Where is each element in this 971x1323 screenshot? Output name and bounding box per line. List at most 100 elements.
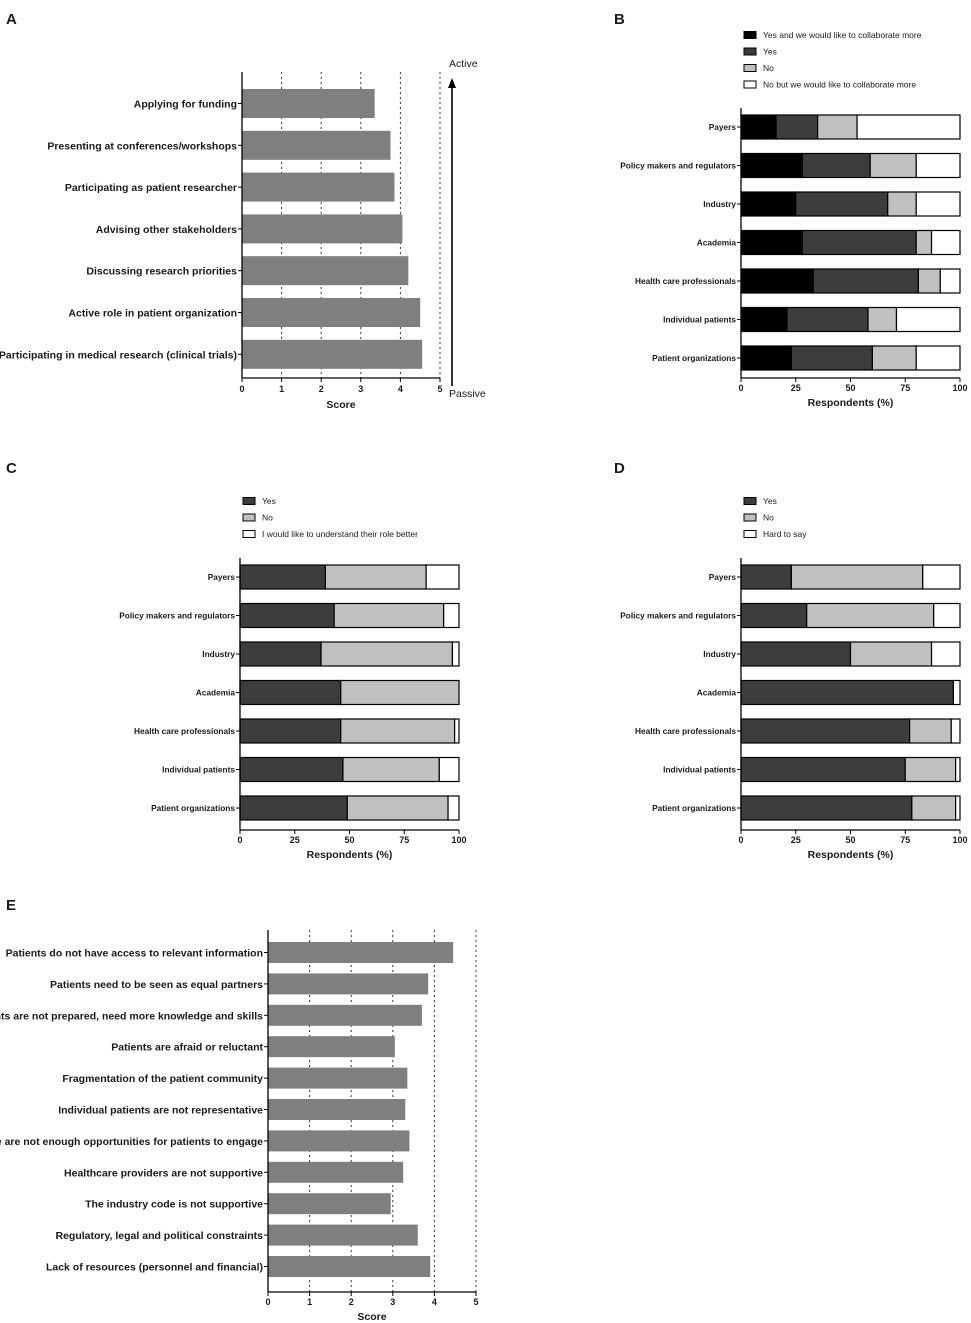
bar-segment [817, 114, 858, 140]
bar-segment [775, 114, 819, 140]
x-axis-label: Score [326, 399, 355, 411]
bar-segment [340, 718, 456, 744]
bar-segment [812, 268, 919, 294]
x-tick-label: 100 [952, 383, 967, 393]
bar-segment [740, 114, 777, 140]
bar [242, 298, 421, 327]
bar-segment [904, 756, 957, 783]
bar [268, 1161, 404, 1183]
bar-segment [955, 756, 961, 783]
panel-letter: A [6, 11, 17, 28]
x-tick-label: 3 [390, 1297, 395, 1307]
category-label: Individual patients [663, 315, 736, 325]
bar-segment [740, 191, 797, 217]
bar-segment [740, 718, 911, 744]
category-label: Patients are afraid or reluctant [111, 1042, 263, 1054]
bar [268, 1193, 391, 1215]
legend-label: Yes [262, 496, 276, 506]
x-tick-label: 25 [290, 835, 300, 845]
bar-segment [438, 756, 460, 783]
bar-segment [740, 795, 913, 821]
legend-label: No [763, 63, 774, 73]
bar-segment [740, 756, 906, 783]
x-tick-label: 0 [237, 835, 242, 845]
legend-label: Yes [763, 496, 777, 506]
bar-segment [933, 602, 961, 629]
bar-segment [801, 152, 871, 179]
panel-e: E Patients do not have access to relevant… [0, 897, 479, 1323]
x-tick-label: 0 [738, 383, 743, 393]
category-label: Lack of resources (personnel and financi… [46, 1262, 263, 1274]
bar-segment [740, 268, 814, 294]
x-tick-label: 50 [845, 835, 855, 845]
bar-segment [740, 306, 788, 333]
category-label: Patient organizations [151, 803, 235, 813]
bar [268, 1099, 406, 1120]
bar-segment [915, 152, 961, 179]
category-label: Discussing research priorities [86, 266, 237, 278]
legend-swatch [242, 513, 256, 522]
bar [268, 973, 429, 995]
category-label: Healthcare providers are not supportive [64, 1167, 263, 1179]
bar-segment [324, 564, 427, 590]
category-label: Applying for funding [134, 99, 237, 111]
bar-segment [447, 795, 460, 821]
x-tick-label: 2 [349, 1297, 354, 1307]
bar-segment [922, 564, 961, 590]
legend-label: No [763, 513, 774, 523]
bar [242, 130, 391, 160]
category-label: Payers [208, 572, 236, 582]
category-label: Patient organizations [652, 353, 736, 363]
panel-d: D Yes No Hard to say Payers Policy makers and… [614, 460, 968, 861]
x-tick-label: 100 [952, 835, 967, 845]
x-axis-label: Respondents (%) [808, 397, 894, 409]
x-tick-label: 4 [398, 384, 403, 394]
bar-segment [239, 641, 322, 667]
category-label: Patients are not prepared, need more kno… [0, 1010, 263, 1022]
bar [268, 1256, 431, 1277]
legend-swatch [242, 497, 256, 505]
x-tick-label: 1 [279, 384, 284, 394]
x-tick-label: 3 [358, 384, 363, 394]
bar-segment [740, 641, 852, 667]
category-label: Academia [196, 688, 236, 698]
bar-segment [856, 114, 961, 140]
bar-segment [786, 306, 869, 333]
bar-segment [849, 641, 933, 667]
bar [268, 1004, 422, 1026]
bar-segment [917, 268, 941, 294]
bar [242, 339, 423, 369]
bar [268, 1067, 408, 1089]
category-label: Patient organizations [652, 803, 736, 813]
bar-segment [239, 718, 342, 744]
bar-segment [795, 191, 889, 217]
legend-swatch [743, 47, 757, 56]
category-label: Participating as patient researcher [65, 182, 237, 194]
x-tick-label: 50 [845, 383, 855, 393]
bar-segment [871, 345, 917, 371]
bar-segment [454, 718, 460, 744]
bar [268, 1036, 395, 1058]
category-label: Payers [709, 572, 737, 582]
x-tick-label: 75 [399, 835, 409, 845]
bar-segment [740, 679, 955, 706]
bar-segment [950, 718, 961, 744]
category-label: Academia [697, 688, 737, 698]
bar-segment [239, 795, 348, 821]
x-axis-label: Respondents (%) [808, 849, 894, 861]
bar-segment [320, 641, 454, 667]
x-axis-label: Respondents (%) [307, 849, 393, 861]
category-label: Participating in medical research (clini… [0, 349, 237, 361]
category-label: Policy makers and regulators [620, 161, 736, 171]
x-axis-label: Score [357, 1311, 386, 1323]
bar [268, 942, 454, 963]
legend-label: Yes and we would like to collaborate mor… [763, 30, 922, 40]
x-tick-label: 4 [432, 1297, 437, 1307]
bar-segment [740, 602, 808, 629]
bar-segment [239, 564, 327, 590]
bar-segment [425, 564, 460, 590]
bar-segment [806, 602, 935, 629]
category-label: Academia [697, 238, 737, 248]
category-label: Active role in patient organization [68, 308, 237, 320]
